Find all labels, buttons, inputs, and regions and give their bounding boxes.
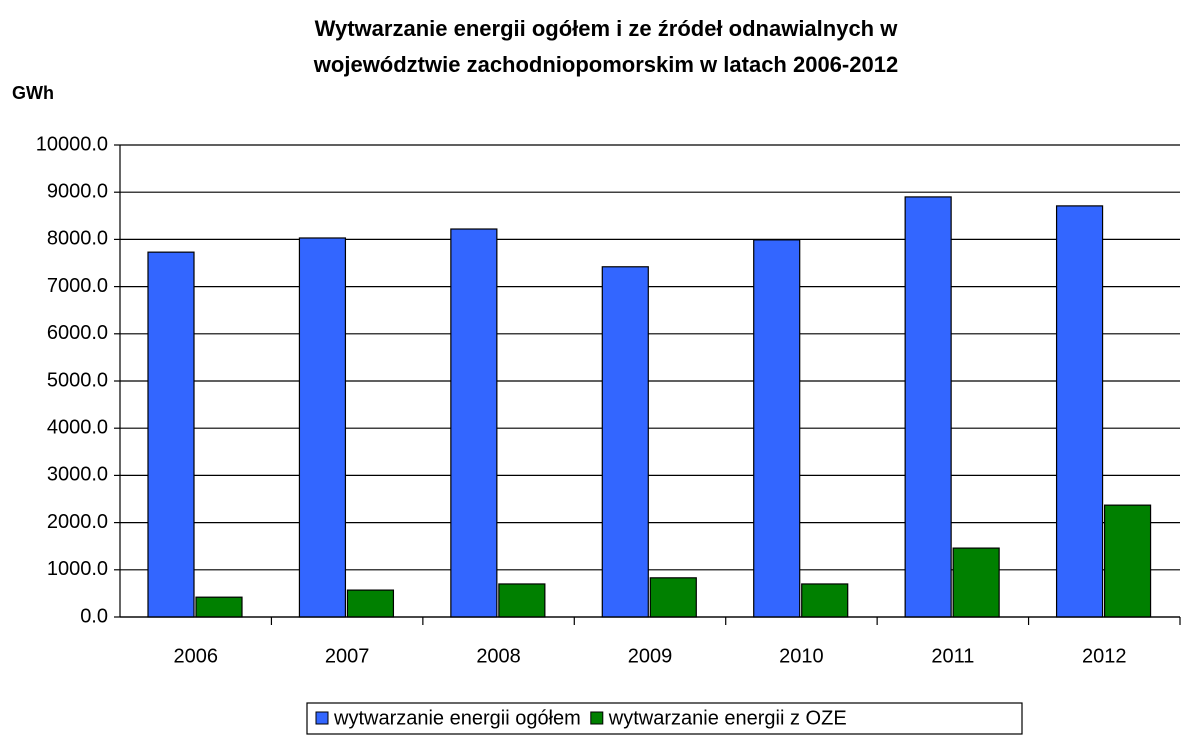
bar xyxy=(1055,205,1104,618)
y-tick-label: 7000.0 xyxy=(47,275,108,297)
x-tick-label: 2008 xyxy=(476,645,521,667)
x-tick-label: 2006 xyxy=(173,645,218,667)
x-tick-label: 2007 xyxy=(325,645,370,667)
legend-label: wytwarzanie energii ogółem xyxy=(333,707,581,729)
y-tick-label: 4000.0 xyxy=(47,416,108,438)
legend-label: wytwarzanie energii z OZE xyxy=(608,707,847,729)
bar xyxy=(450,228,498,618)
bar xyxy=(753,239,801,618)
bar xyxy=(147,251,195,618)
bar xyxy=(498,583,546,618)
bar xyxy=(952,547,1000,618)
legend-swatch xyxy=(590,711,604,725)
bar xyxy=(601,266,649,618)
y-tick-label: 3000.0 xyxy=(47,464,108,486)
y-tick-label: 1000.0 xyxy=(47,558,108,580)
legend-swatch xyxy=(315,711,329,725)
bar xyxy=(298,237,347,618)
bar xyxy=(346,589,395,618)
bar xyxy=(904,196,952,618)
bar xyxy=(801,583,849,618)
chart-title: Wytwarzanie energii ogółem i ze źródeł o… xyxy=(315,16,899,41)
y-tick-label: 5000.0 xyxy=(47,369,108,391)
y-tick-label: 8000.0 xyxy=(47,228,108,250)
y-tick-label: 9000.0 xyxy=(47,180,108,202)
x-tick-label: 2010 xyxy=(779,645,824,667)
bar xyxy=(1103,504,1152,618)
legend-box xyxy=(306,702,1023,735)
x-tick-label: 2012 xyxy=(1082,645,1127,667)
y-tick-label: 2000.0 xyxy=(47,511,108,533)
y-axis-label: GWh xyxy=(12,83,54,103)
chart-title: województwie zachodniopomorskim w latach… xyxy=(313,52,898,77)
bar xyxy=(195,596,243,618)
x-tick-label: 2011 xyxy=(931,645,974,667)
y-tick-label: 0.0 xyxy=(80,605,108,627)
y-tick-label: 6000.0 xyxy=(47,322,108,344)
bar xyxy=(649,577,697,618)
y-tick-label: 10000.0 xyxy=(36,133,108,155)
x-tick-label: 2009 xyxy=(628,645,673,667)
